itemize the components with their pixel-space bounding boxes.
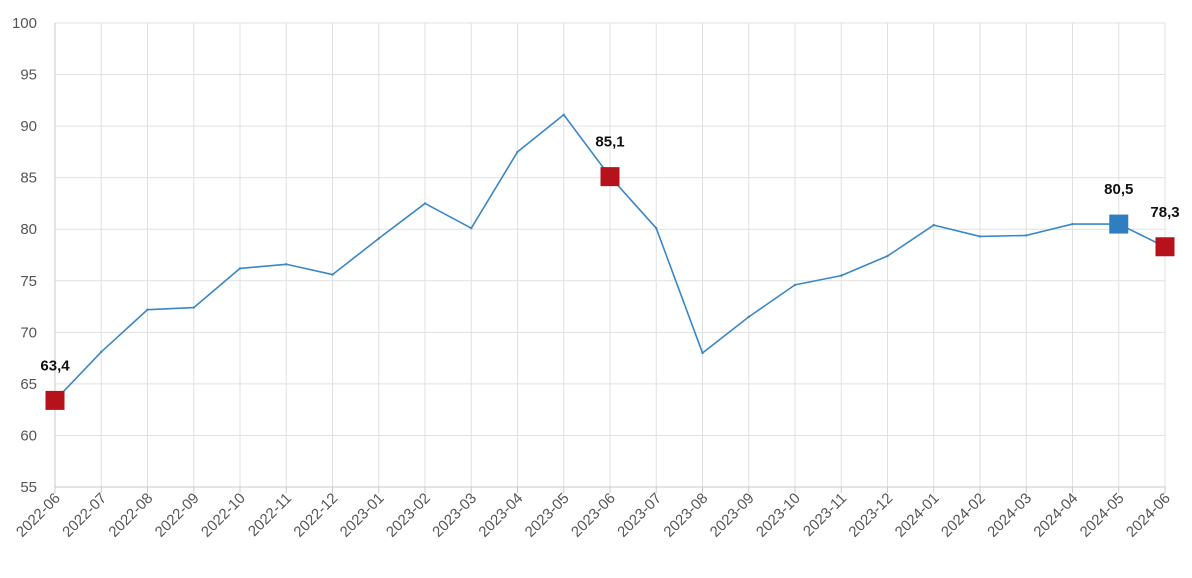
y-tick-label: 70 (20, 324, 37, 341)
y-tick-label: 85 (20, 170, 37, 187)
data-point (1025, 234, 1028, 237)
data-point (886, 254, 889, 258)
x-tick-label: 2023-12 (845, 490, 896, 541)
data-point (562, 113, 565, 116)
x-tick-label: 2022-10 (198, 490, 249, 541)
data-label: 80,5 (1104, 181, 1133, 198)
x-tick-label: 2024-06 (1123, 490, 1174, 541)
grid (54, 22, 1166, 487)
x-tick-label: 2023-09 (707, 490, 758, 541)
y-tick-label: 75 (20, 273, 37, 290)
highlight-marker (1155, 237, 1175, 257)
data-labels: 63,4 85,1 80,5 78,3 (40, 134, 1179, 375)
x-tick-label: 2022-11 (245, 490, 295, 540)
highlight-marker (600, 167, 620, 187)
x-tick-label: 2023-07 (614, 490, 665, 541)
y-tick-label: 55 (20, 479, 37, 496)
highlight-marker (45, 390, 65, 410)
data-point (331, 273, 334, 276)
data-point (793, 283, 797, 287)
y-tick-label: 95 (20, 67, 37, 84)
data-point (747, 315, 750, 319)
x-tick-label: 2024-05 (1077, 490, 1128, 541)
x-tick-label: 2023-03 (429, 490, 480, 541)
x-tick-label: 2023-11 (800, 490, 850, 540)
data-point (470, 226, 473, 230)
highlight-markers (45, 167, 1175, 410)
x-tick-label: 2022-09 (152, 490, 203, 541)
y-tick-label: 90 (20, 118, 37, 135)
x-tick-label: 2024-03 (984, 490, 1035, 541)
y-tick-label: 80 (20, 221, 37, 238)
data-point (238, 267, 242, 270)
x-tick-label: 2024-02 (938, 490, 989, 541)
y-tick-label: 65 (20, 376, 37, 393)
x-tick-label: 2023-01 (337, 490, 388, 541)
data-point (655, 226, 658, 230)
y-axis-ticks: 55 60 65 70 75 80 85 90 95 100 (12, 15, 37, 496)
data-point (377, 237, 380, 240)
highlight-marker (1109, 214, 1129, 234)
data-point (285, 263, 288, 266)
x-tick-label: 2023-02 (383, 490, 434, 541)
x-tick-label: 2023-05 (522, 490, 573, 541)
x-tick-label: 2023-08 (660, 490, 711, 541)
x-axis-ticks: 2022-062022-072022-082022-092022-102022-… (13, 490, 1174, 541)
x-tick-label: 2023-04 (475, 490, 526, 541)
data-point (1071, 222, 1074, 226)
x-tick-label: 2024-04 (1030, 490, 1081, 541)
data-point (192, 306, 195, 309)
data-label: 78,3 (1150, 204, 1179, 221)
data-point (840, 274, 843, 277)
x-tick-label: 2022-07 (59, 490, 110, 541)
x-tick-label: 2024-01 (892, 490, 943, 541)
x-tick-label: 2022-08 (105, 490, 156, 541)
x-tick-label: 2023-10 (753, 490, 804, 541)
data-point (701, 351, 704, 355)
data-point (100, 350, 103, 354)
data-point (146, 308, 149, 311)
data-point (423, 202, 427, 205)
x-tick-label: 2023-06 (568, 490, 619, 541)
data-label: 85,1 (595, 134, 624, 151)
data-point (516, 150, 519, 154)
y-tick-label: 60 (20, 427, 37, 444)
data-label: 63,4 (40, 357, 70, 374)
x-tick-label: 2022-06 (13, 490, 64, 541)
data-point (932, 223, 935, 227)
y-tick-label: 100 (12, 15, 37, 32)
data-point (978, 235, 982, 238)
x-tick-label: 2022-12 (290, 490, 341, 541)
